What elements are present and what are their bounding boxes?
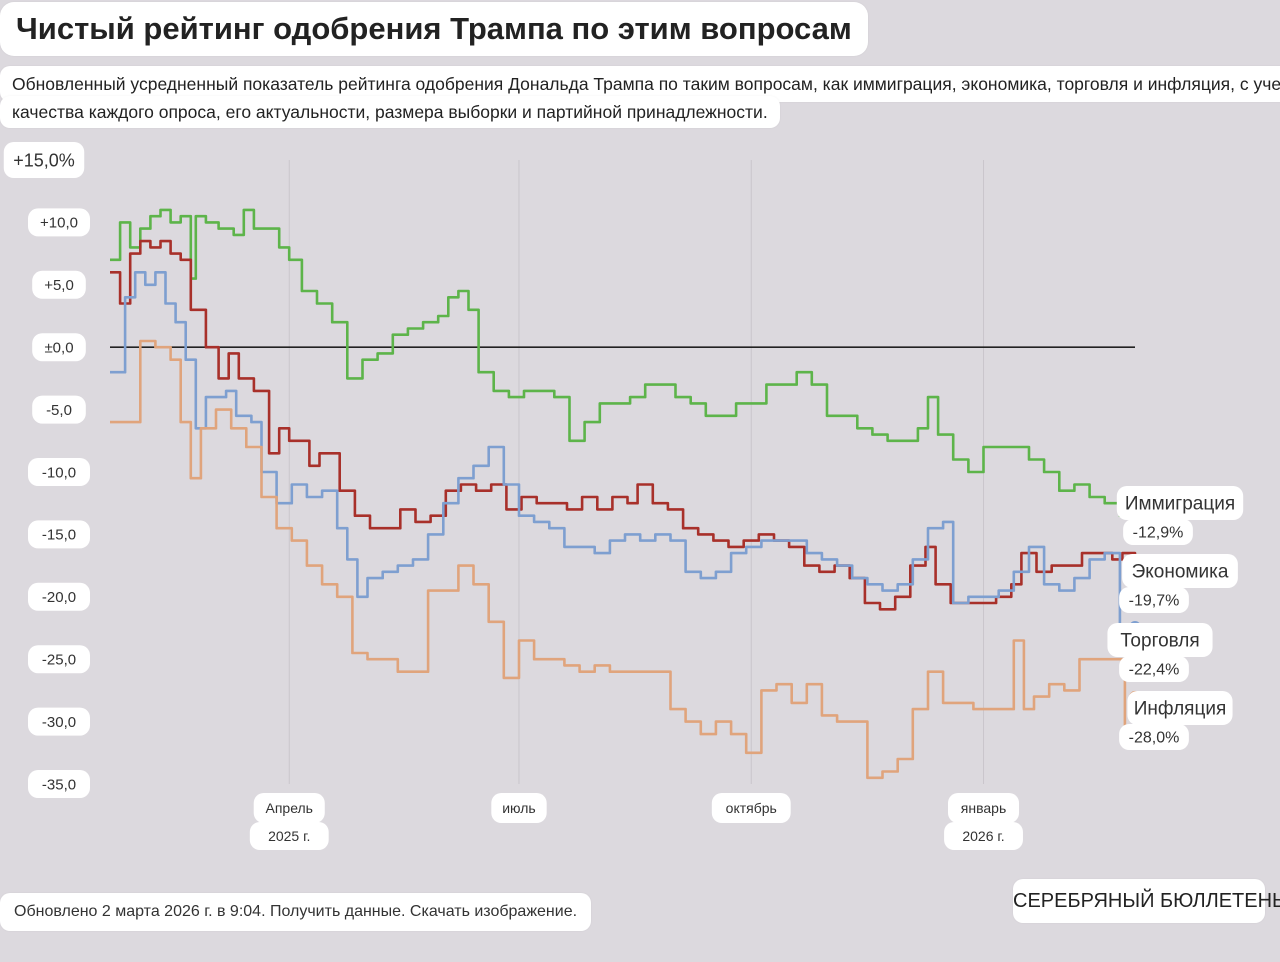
series-lines bbox=[110, 208, 1141, 780]
x-tick-label-3-text: январь bbox=[961, 800, 1006, 816]
y-tick-label-10-bg bbox=[28, 770, 90, 798]
series-value-label-0-bg bbox=[1123, 519, 1193, 545]
x-tick-sublabel-0-bg bbox=[249, 822, 329, 850]
y-tick-label-4-bg bbox=[32, 395, 86, 424]
y-tick-label-5-bg bbox=[28, 458, 90, 486]
x-tick-label-0-bg bbox=[253, 793, 325, 823]
x-tick-label-1-bg bbox=[491, 793, 547, 823]
y-tick-label-0: +15,0% bbox=[3, 142, 85, 178]
footer-note[interactable]: Обновлено 2 марта 2026 г. в 9:04. Получи… bbox=[0, 893, 592, 931]
y-tick-label-3-bg bbox=[32, 333, 86, 362]
y-tick-label-1-text: +10,0 bbox=[40, 215, 78, 232]
x-tick-label-2-text: октябрь bbox=[726, 800, 777, 816]
chart-title: Чистый рейтинг одобрения Трампа по этим … bbox=[0, 2, 868, 56]
y-tick-label-2: +5,0 bbox=[32, 270, 86, 299]
y-tick-label-8: -25,0 bbox=[28, 645, 90, 674]
y-tick-label-5: -10,0 bbox=[28, 458, 90, 486]
x-tick-label-2: октябрь bbox=[711, 793, 791, 823]
series-value-label-1-text: -19,7% bbox=[1129, 593, 1180, 610]
chart-subtitle-line-2: качества каждого опроса, его актуальност… bbox=[0, 96, 780, 128]
series-name-label-3: Инфляция bbox=[1127, 691, 1233, 725]
series-name-label-2-bg bbox=[1107, 623, 1213, 657]
x-tick-sublabel-3-text: 2026 г. bbox=[962, 828, 1004, 844]
x-tick-label-1-text: июль bbox=[502, 800, 535, 816]
y-tick-label-5-text: -10,0 bbox=[42, 464, 76, 481]
series-name-label-1-text: Экономика bbox=[1132, 562, 1229, 583]
x-tick-label-3: январь bbox=[948, 793, 1020, 823]
y-tick-label-4: -5,0 bbox=[32, 395, 86, 424]
y-tick-label-8-text: -25,0 bbox=[42, 651, 76, 668]
series-name-label-3-text: Инфляция bbox=[1134, 699, 1227, 720]
series-value-label-0-text: -12,9% bbox=[1133, 525, 1184, 542]
y-tick-label-7-text: -20,0 bbox=[42, 589, 76, 606]
x-tick-sublabel-0: 2025 г. bbox=[249, 822, 329, 850]
y-tick-label-10: -35,0 bbox=[28, 770, 90, 798]
x-tick-sublabel-3-bg bbox=[944, 822, 1023, 850]
y-tick-label-2-text: +5,0 bbox=[44, 277, 74, 294]
series-name-label-2: Торговля bbox=[1107, 623, 1213, 657]
y-tick-label-6: -15,0 bbox=[28, 520, 90, 549]
x-tick-sublabel-0-text: 2025 г. bbox=[268, 828, 310, 844]
series-value-label-3: -28,0% bbox=[1119, 724, 1189, 750]
y-tick-label-0-bg bbox=[3, 142, 85, 178]
series-name-label-0: Иммиграция bbox=[1116, 486, 1244, 520]
series-line-3 bbox=[110, 339, 1137, 780]
y-tick-label-6-text: -15,0 bbox=[42, 527, 76, 544]
y-tick-label-9-text: -30,0 bbox=[42, 714, 76, 731]
y-tick-label-8-bg bbox=[28, 645, 90, 674]
series-line-1 bbox=[110, 239, 1137, 611]
y-tick-label-7: -20,0 bbox=[28, 582, 90, 611]
y-tick-label-3: ±0,0 bbox=[32, 333, 86, 362]
x-tick-label-0-text: Апрель bbox=[265, 800, 313, 816]
y-tick-label-0-text: +15,0% bbox=[13, 150, 75, 170]
series-value-label-0: -12,9% bbox=[1123, 519, 1193, 545]
x-tick-sublabel-3: 2026 г. bbox=[944, 822, 1023, 850]
series-name-label-0-bg bbox=[1116, 486, 1244, 520]
y-tick-label-2-bg bbox=[32, 270, 86, 299]
series-line-2 bbox=[110, 271, 1137, 636]
end-labels: Иммиграция -12,9% Экономика -19,7% Торговля -… bbox=[1107, 486, 1244, 750]
x-tick-label-0: Апрель bbox=[253, 793, 325, 823]
y-tick-label-9-bg bbox=[28, 707, 90, 736]
series-value-label-2: -22,4% bbox=[1119, 656, 1189, 682]
x-tick-label-1: июль bbox=[491, 793, 547, 823]
series-name-label-1: Экономика bbox=[1122, 554, 1238, 588]
y-tick-label-1: +10,0 bbox=[28, 208, 90, 237]
series-line-0 bbox=[110, 208, 1137, 517]
brand-logo: СЕРЕБРЯНЫЙ БЮЛЛЕТЕНЬ bbox=[1013, 879, 1280, 923]
series-name-label-1-bg bbox=[1122, 554, 1238, 588]
y-axis-ticks: +15,0% +10,0 +5,0 ±0,0 -5,0 -10,0 -15,0 -20,0 -2… bbox=[3, 142, 90, 798]
x-tick-label-2-bg bbox=[711, 793, 791, 823]
y-tick-label-1-bg bbox=[28, 208, 90, 237]
series-value-label-1-bg bbox=[1119, 587, 1189, 613]
y-tick-label-6-bg bbox=[28, 520, 90, 549]
y-tick-label-7-bg bbox=[28, 582, 90, 611]
y-tick-label-10-text: -35,0 bbox=[42, 776, 76, 793]
series-name-label-0-text: Иммиграция bbox=[1125, 494, 1235, 515]
series-value-label-2-bg bbox=[1119, 656, 1189, 682]
series-value-label-2-text: -22,4% bbox=[1129, 662, 1180, 679]
y-tick-label-9: -30,0 bbox=[28, 707, 90, 736]
y-tick-label-4-text: -5,0 bbox=[46, 402, 72, 419]
series-name-label-3-bg bbox=[1127, 691, 1233, 725]
x-tick-label-3-bg bbox=[948, 793, 1020, 823]
series-value-label-3-text: -28,0% bbox=[1129, 730, 1180, 747]
x-axis-ticks: Апрель 2025 г. июль октябрь январь 2026 г. bbox=[249, 793, 1023, 850]
y-tick-label-3-text: ±0,0 bbox=[44, 339, 73, 356]
series-value-label-1: -19,7% bbox=[1119, 587, 1189, 613]
series-name-label-2-text: Торговля bbox=[1120, 631, 1199, 652]
series-value-label-3-bg bbox=[1119, 724, 1189, 750]
